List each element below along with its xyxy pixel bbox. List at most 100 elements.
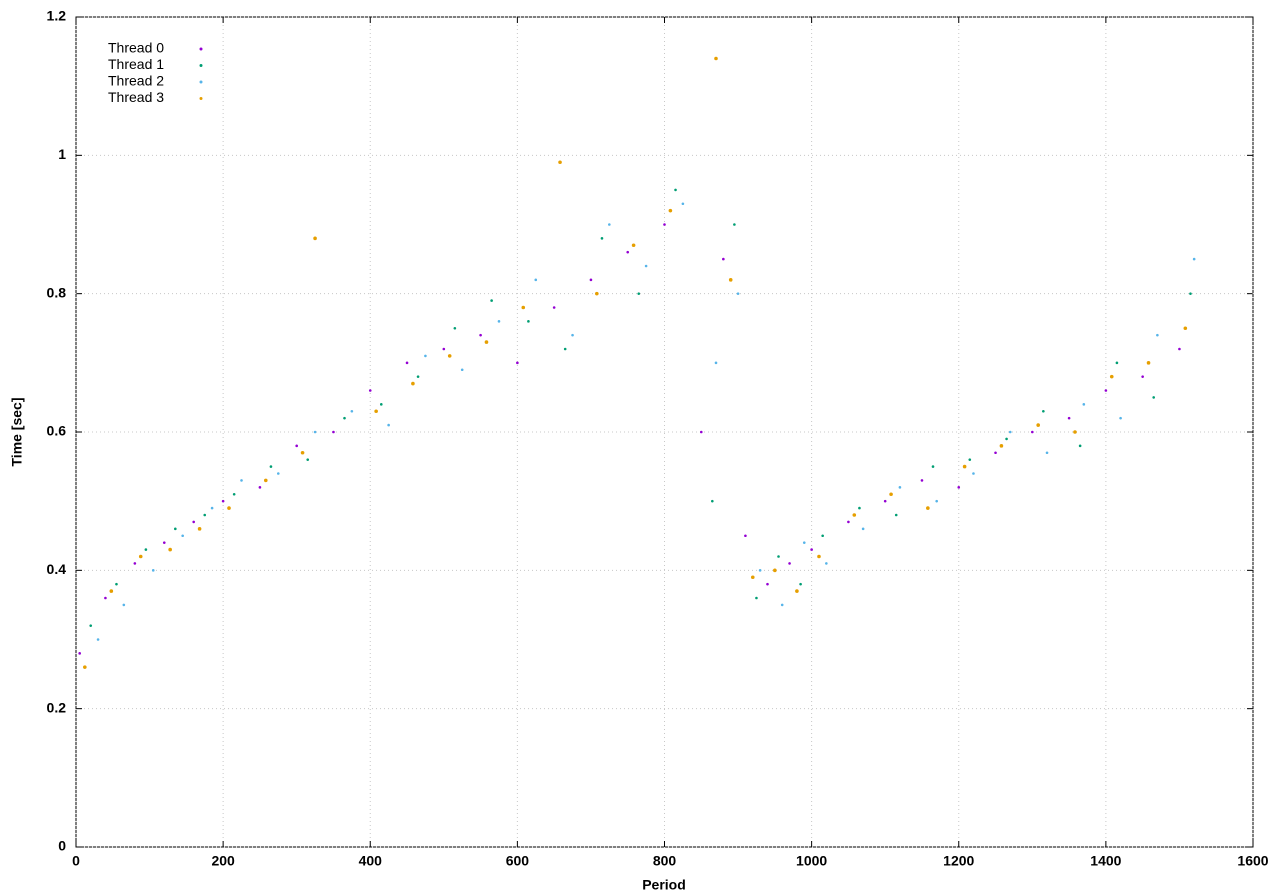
point <box>460 368 464 372</box>
point <box>714 56 718 61</box>
point <box>1042 409 1045 413</box>
point <box>374 409 378 414</box>
point <box>722 257 725 261</box>
point <box>699 430 703 434</box>
point <box>138 554 143 559</box>
point <box>1183 326 1188 331</box>
point <box>1109 374 1114 379</box>
point <box>1082 403 1086 406</box>
point <box>221 499 225 503</box>
point <box>1104 389 1108 392</box>
y-tick-label: 1.2 <box>47 8 67 24</box>
point <box>1115 361 1119 365</box>
point <box>847 520 850 524</box>
point <box>368 389 372 392</box>
point <box>168 547 172 552</box>
point <box>780 603 784 607</box>
point <box>313 236 317 241</box>
point <box>144 548 148 551</box>
point <box>681 202 685 206</box>
point <box>733 223 736 226</box>
x-tick-label: 600 <box>506 853 530 869</box>
point <box>162 541 166 544</box>
x-tick-label: 800 <box>653 853 677 869</box>
point <box>424 354 427 358</box>
x-tick-label: 1400 <box>1090 853 1121 869</box>
point <box>313 430 317 434</box>
point <box>232 492 236 496</box>
x-axis-title: Period <box>642 877 686 893</box>
point <box>96 638 100 641</box>
x-tick-label: 200 <box>211 853 235 869</box>
point <box>920 479 924 482</box>
point <box>810 548 813 551</box>
point <box>766 582 769 586</box>
point <box>1189 292 1192 295</box>
point <box>728 278 733 282</box>
point <box>258 486 262 489</box>
legend-label: Thread 3 <box>108 89 164 105</box>
point <box>276 472 280 475</box>
point <box>968 458 972 461</box>
point <box>1031 430 1034 434</box>
point <box>516 361 519 365</box>
point <box>109 589 114 593</box>
point <box>1067 416 1071 420</box>
point <box>1192 257 1196 261</box>
point <box>858 506 861 510</box>
point <box>744 534 747 538</box>
point <box>799 582 802 586</box>
y-tick-label: 0.2 <box>47 699 67 715</box>
y-axis-title: Time [sec] <box>9 398 25 467</box>
point <box>1008 430 1012 434</box>
point <box>479 333 482 337</box>
point <box>777 555 780 558</box>
point <box>133 562 137 565</box>
point <box>589 278 593 282</box>
point <box>521 305 526 310</box>
point <box>931 465 935 468</box>
point <box>210 506 214 510</box>
point <box>571 333 574 337</box>
legend-label: Thread 1 <box>108 56 164 72</box>
y-tick-label: 1 <box>58 146 66 162</box>
point <box>817 554 821 559</box>
point <box>736 292 740 295</box>
legend-marker <box>199 47 203 51</box>
x-tick-label: 1600 <box>1237 853 1268 869</box>
point <box>197 527 202 531</box>
point <box>558 160 562 165</box>
point <box>674 188 677 192</box>
point <box>552 306 556 309</box>
point <box>411 381 415 386</box>
point <box>935 499 938 503</box>
point <box>181 534 184 538</box>
point <box>962 464 967 469</box>
point <box>263 478 268 483</box>
point <box>750 575 755 580</box>
legend-marker <box>199 97 203 100</box>
point <box>497 320 501 323</box>
legend-label: Thread 2 <box>108 73 164 89</box>
point <box>755 596 758 600</box>
y-tick-label: 0.8 <box>47 284 67 300</box>
point <box>898 486 902 489</box>
legend-marker <box>199 64 203 67</box>
y-tick-label: 0.6 <box>47 423 67 439</box>
point <box>174 527 177 531</box>
point <box>405 361 409 365</box>
point <box>644 264 648 268</box>
point <box>668 208 673 213</box>
x-tick-label: 400 <box>359 853 383 869</box>
point <box>889 492 893 497</box>
point <box>89 624 93 627</box>
point <box>387 423 390 427</box>
point <box>788 562 791 565</box>
point <box>534 278 538 282</box>
point <box>1073 430 1077 434</box>
point <box>1119 416 1122 420</box>
point <box>1146 361 1151 365</box>
y-tick-label: 0.4 <box>47 561 67 577</box>
point <box>563 347 567 351</box>
